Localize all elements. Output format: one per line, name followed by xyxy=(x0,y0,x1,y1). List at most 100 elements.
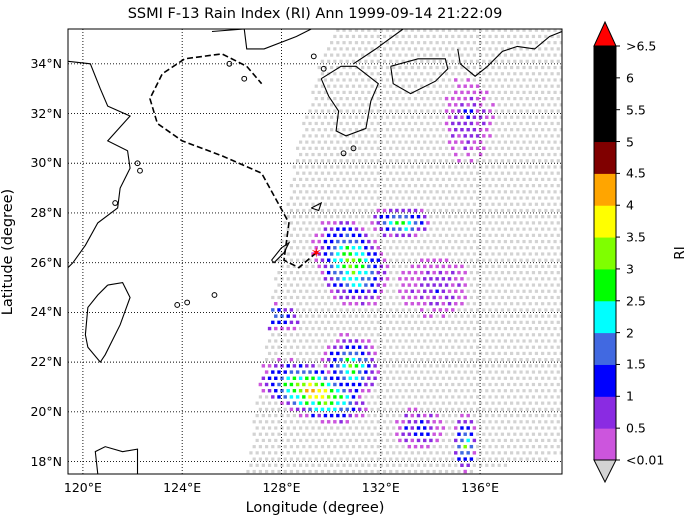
swath-cell xyxy=(330,152,334,157)
swath-cell xyxy=(351,196,356,200)
swath-cell xyxy=(516,65,520,70)
swath-cell xyxy=(534,190,539,194)
swath-cell xyxy=(454,351,458,356)
swath-cell xyxy=(507,184,511,188)
swath-cell xyxy=(398,103,402,107)
swath-cell xyxy=(525,432,529,436)
swath-cell xyxy=(550,196,554,200)
swath-cell xyxy=(267,438,272,443)
swath-cell xyxy=(407,171,411,175)
rain-cell xyxy=(323,351,328,356)
swath-cell xyxy=(553,215,557,219)
swath-cell xyxy=(478,277,483,281)
swath-cell xyxy=(345,457,349,461)
swath-cell xyxy=(416,326,421,331)
swath-cell xyxy=(314,121,318,126)
swath-cell xyxy=(447,29,452,32)
swath-cell xyxy=(510,140,514,144)
swath-cell xyxy=(314,109,318,113)
swath-cell xyxy=(463,34,467,39)
swath-cell xyxy=(351,457,356,461)
swath-cell xyxy=(547,115,551,119)
swath-cell xyxy=(367,314,371,318)
swath-cell xyxy=(497,140,501,144)
swath-cell xyxy=(438,109,442,113)
swath-cell xyxy=(389,333,393,337)
swath-cell xyxy=(382,420,387,424)
rain-cell xyxy=(438,308,443,312)
swath-cell xyxy=(534,115,539,119)
swath-cell xyxy=(345,34,349,39)
swath-cell xyxy=(261,426,265,430)
swath-cell xyxy=(432,84,436,88)
swath-cell xyxy=(336,426,340,430)
swath-cell xyxy=(277,420,281,424)
rain-cell xyxy=(451,146,455,151)
rain-cell xyxy=(351,345,356,349)
swath-cell xyxy=(478,239,483,244)
swath-cell xyxy=(432,469,436,474)
swath-cell xyxy=(516,128,520,132)
swath-cell xyxy=(416,376,421,380)
swath-cell xyxy=(358,159,362,163)
rain-cell xyxy=(367,252,371,256)
swath-cell xyxy=(302,295,306,300)
swath-cell xyxy=(491,190,495,194)
swath-cell xyxy=(447,401,452,405)
swath-cell xyxy=(525,72,529,76)
swath-cell xyxy=(401,345,405,349)
swath-cell xyxy=(522,65,526,70)
swath-cell xyxy=(385,115,390,119)
rain-cell xyxy=(379,227,383,231)
swath-cell xyxy=(522,190,526,194)
swath-cell xyxy=(494,358,498,362)
swath-cell xyxy=(469,221,473,225)
rain-cell xyxy=(364,407,368,412)
swath-cell xyxy=(432,320,436,324)
swath-cell xyxy=(559,413,562,418)
swath-cell xyxy=(308,457,312,461)
swath-cell xyxy=(336,438,340,443)
swath-cell xyxy=(500,171,505,175)
swath-cell xyxy=(559,202,562,206)
swath-cell xyxy=(348,165,352,169)
swath-cell xyxy=(534,413,539,418)
swath-cell xyxy=(416,314,421,318)
swath-cell xyxy=(364,109,368,113)
rain-cell xyxy=(286,364,290,368)
swath-cell xyxy=(354,115,359,119)
swath-cell xyxy=(413,246,418,250)
rain-cell xyxy=(482,146,486,151)
swath-cell xyxy=(491,426,495,430)
rain-cell xyxy=(367,339,371,343)
swath-cell xyxy=(379,202,383,206)
swath-cell xyxy=(482,457,486,461)
swath-cell xyxy=(395,97,399,101)
swath-cell xyxy=(503,165,508,169)
rain-cell xyxy=(342,239,346,244)
swath-cell xyxy=(296,184,300,188)
swath-cell xyxy=(550,184,554,188)
rain-cell xyxy=(271,308,275,312)
swath-cell xyxy=(367,227,371,231)
swath-cell xyxy=(264,432,269,436)
swath-cell xyxy=(317,463,321,467)
swath-cell xyxy=(361,451,365,455)
rain-cell xyxy=(391,227,396,231)
rain-cell xyxy=(379,252,383,256)
swath-cell xyxy=(497,302,501,306)
swath-cell xyxy=(463,407,467,411)
rain-cell xyxy=(435,438,439,443)
swath-cell xyxy=(410,140,414,144)
swath-cell xyxy=(494,159,498,163)
swath-cell xyxy=(466,264,470,269)
rain-cell xyxy=(429,302,433,306)
rain-cell xyxy=(348,413,352,418)
swath-cell xyxy=(538,134,542,138)
rain-cell xyxy=(429,277,433,281)
swath-cell xyxy=(435,29,439,32)
swath-cell xyxy=(379,53,383,57)
swath-cell xyxy=(457,258,461,262)
swath-cell xyxy=(407,34,411,39)
rain-cell xyxy=(357,382,362,387)
